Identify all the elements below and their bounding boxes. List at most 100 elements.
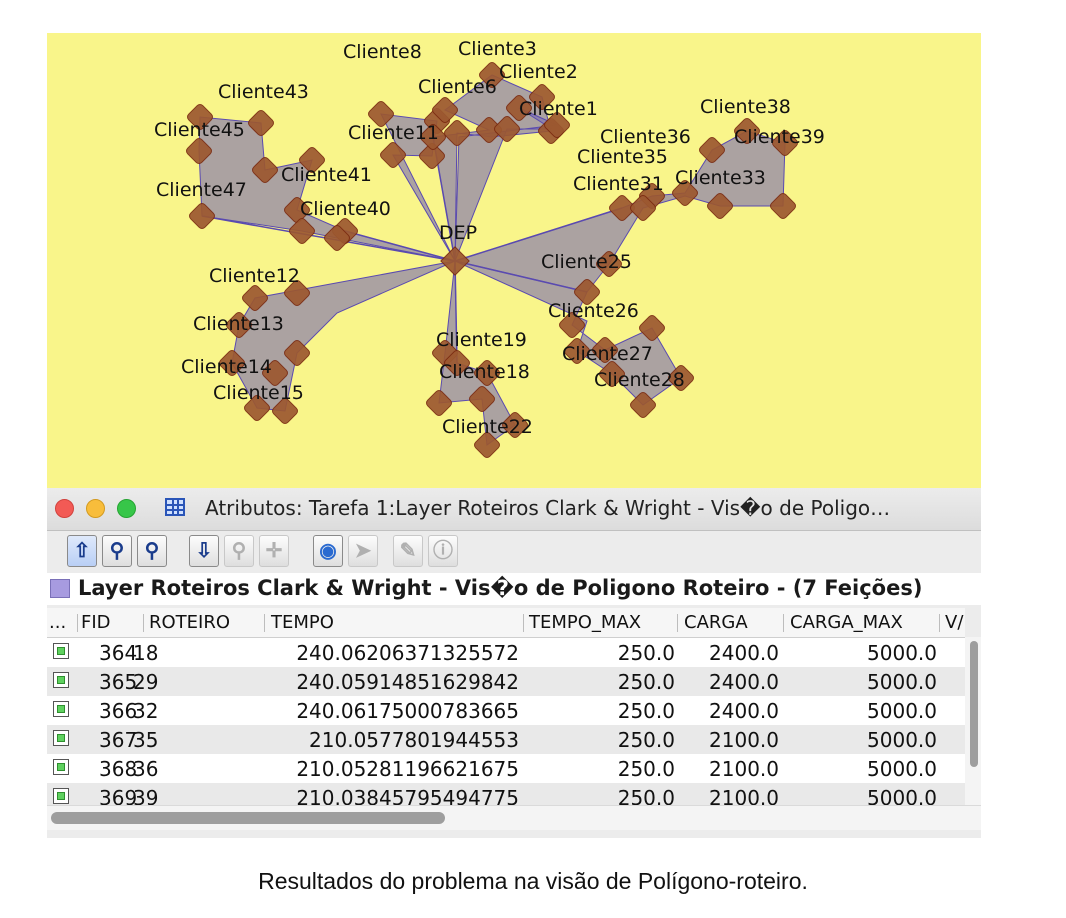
client-vertex-marker — [444, 350, 470, 376]
info-icon[interactable]: ⓘ — [428, 535, 458, 567]
table-row[interactable]: 364 18 240.06206371325572 250.0 2400.0 5000.0 — [47, 638, 965, 667]
client-label-cliente38: Cliente38 — [700, 96, 791, 118]
client-label-cliente3: Cliente3 — [458, 38, 537, 60]
map-canvas[interactable]: Cliente8 Cliente3 Cliente2 Cliente6 Cliente1… — [47, 33, 981, 488]
client-vertex-marker — [599, 361, 625, 387]
column-header-tempo-max[interactable]: TEMPO_MAX — [529, 612, 642, 633]
row-select-checkbox[interactable] — [53, 643, 69, 659]
column-header-fid[interactable]: FID — [81, 612, 111, 633]
cell-carga-max: 5000.0 — [867, 699, 937, 723]
client-label-cliente26: Cliente26 — [548, 300, 639, 322]
cell-tempo: 210.05281196621675 — [296, 757, 519, 781]
cell-tempo: 240.06206371325572 — [296, 641, 519, 665]
client-vertex-marker — [242, 285, 268, 311]
client-vertex-marker — [574, 279, 600, 305]
row-select-checkbox[interactable] — [53, 672, 69, 688]
client-vertex-marker — [432, 97, 458, 123]
attributes-window: Atributos: Tarefa 1:Layer Roteiros Clark… — [47, 488, 981, 838]
window-close-button[interactable] — [55, 499, 74, 518]
client-label-cliente27: Cliente27 — [562, 343, 653, 365]
client-vertex-marker — [502, 412, 528, 438]
client-label-cliente12: Cliente12 — [209, 265, 300, 287]
client-vertex-marker — [639, 315, 665, 341]
cell-roteiro: 35 — [133, 728, 159, 752]
row-select-checkbox[interactable] — [53, 788, 69, 804]
move-down-icon[interactable]: ⇩ — [189, 535, 219, 567]
client-vertex-marker — [596, 251, 622, 277]
cell-carga-max: 5000.0 — [867, 728, 937, 752]
cell-carga-max: 5000.0 — [867, 670, 937, 694]
zoom-to-icon[interactable]: ⚲ — [137, 535, 167, 567]
cell-fid: 369 — [99, 786, 138, 805]
window-title: Atributos: Tarefa 1:Layer Roteiros Clark… — [205, 496, 891, 520]
column-header-carga[interactable]: CARGA — [684, 612, 748, 633]
edit-pencil-icon[interactable]: ✎ — [393, 535, 423, 567]
client-label-cliente8: Cliente8 — [343, 41, 422, 63]
client-vertex-marker — [189, 203, 215, 229]
cell-tempo: 210.03845795494775 — [296, 786, 519, 805]
layer-title: Layer Roteiros Clark & Wright - Vis�o de… — [78, 576, 923, 600]
window-minimize-button[interactable] — [86, 499, 105, 518]
cell-tempo: 240.06175000783665 — [296, 699, 519, 723]
cell-tempo-max: 250.0 — [617, 670, 675, 694]
cell-carga: 2400.0 — [709, 670, 779, 694]
horizontal-scrollbar[interactable] — [47, 805, 981, 830]
cell-tempo-max: 250.0 — [617, 728, 675, 752]
layer-color-swatch — [50, 579, 70, 598]
vertical-scroll-thumb[interactable] — [970, 641, 978, 767]
select-pointer-icon[interactable]: ➤ — [348, 535, 378, 567]
pan-icon[interactable]: ✛ — [259, 535, 289, 567]
zoom-to-selected-icon[interactable]: ⚲ — [102, 535, 132, 567]
client-vertex-marker — [186, 138, 212, 164]
cell-carga: 2400.0 — [709, 641, 779, 665]
window-titlebar[interactable]: Atributos: Tarefa 1:Layer Roteiros Clark… — [47, 488, 981, 531]
client-vertex-marker — [630, 195, 656, 221]
depot-marker — [440, 246, 470, 276]
client-vertex-marker — [474, 360, 500, 386]
column-header-va[interactable]: V/ — [945, 612, 964, 633]
client-label-cliente31: Cliente31 — [573, 173, 664, 195]
client-label-cliente15: Cliente15 — [213, 382, 304, 404]
cell-tempo-max: 250.0 — [617, 699, 675, 723]
client-vertex-marker — [529, 84, 555, 110]
table-row[interactable]: 369 39 210.03845795494775 250.0 2100.0 5000.0 — [47, 783, 965, 805]
cell-roteiro: 36 — [133, 757, 159, 781]
client-vertex-marker — [734, 118, 760, 144]
cell-roteiro: 39 — [133, 786, 159, 805]
table-row[interactable]: 366 32 240.06175000783665 250.0 2400.0 5000.0 — [47, 696, 965, 725]
table-row[interactable]: 367 35 210.0577801944553 250.0 2100.0 5000.0 — [47, 725, 965, 754]
client-vertex-marker — [474, 432, 500, 458]
move-up-icon[interactable]: ⇧ — [67, 535, 97, 567]
table-row[interactable]: 368 36 210.05281196621675 250.0 2100.0 5000.0 — [47, 754, 965, 783]
client-vertex-marker — [699, 137, 725, 163]
client-vertex-marker — [244, 395, 270, 421]
cell-tempo: 240.05914851629842 — [296, 670, 519, 694]
row-select-checkbox[interactable] — [53, 730, 69, 746]
cell-carga-max: 5000.0 — [867, 757, 937, 781]
table-row[interactable]: 365 29 240.05914851629842 250.0 2400.0 5000.0 — [47, 667, 965, 696]
window-maximize-button[interactable] — [117, 499, 136, 518]
row-select-checkbox[interactable] — [53, 759, 69, 775]
client-vertex-marker — [609, 195, 635, 221]
zoom-icon[interactable]: ⚲ — [224, 535, 254, 567]
client-label-cliente13: Cliente13 — [193, 313, 284, 335]
column-header-select[interactable]: ... — [49, 612, 67, 633]
horizontal-scroll-thumb[interactable] — [51, 812, 445, 824]
client-label-cliente47: Cliente47 — [156, 179, 247, 201]
globe-icon[interactable]: ◉ — [313, 535, 343, 567]
cell-carga-max: 5000.0 — [867, 641, 937, 665]
row-select-checkbox[interactable] — [53, 701, 69, 717]
client-label-cliente22: Cliente22 — [442, 416, 533, 438]
client-label-cliente40: Cliente40 — [300, 198, 391, 220]
column-header-carga-max[interactable]: CARGA_MAX — [790, 612, 903, 633]
client-vertex-marker — [444, 120, 470, 146]
client-vertex-marker — [630, 392, 656, 418]
cell-roteiro: 18 — [133, 641, 159, 665]
column-header-roteiro[interactable]: ROTEIRO — [149, 612, 231, 633]
cell-tempo: 210.0577801944553 — [309, 728, 519, 752]
column-header-tempo[interactable]: TEMPO — [271, 612, 334, 633]
client-vertex-marker — [284, 280, 310, 306]
vertical-scrollbar[interactable] — [965, 637, 981, 805]
client-label-cliente2: Cliente2 — [499, 61, 578, 83]
